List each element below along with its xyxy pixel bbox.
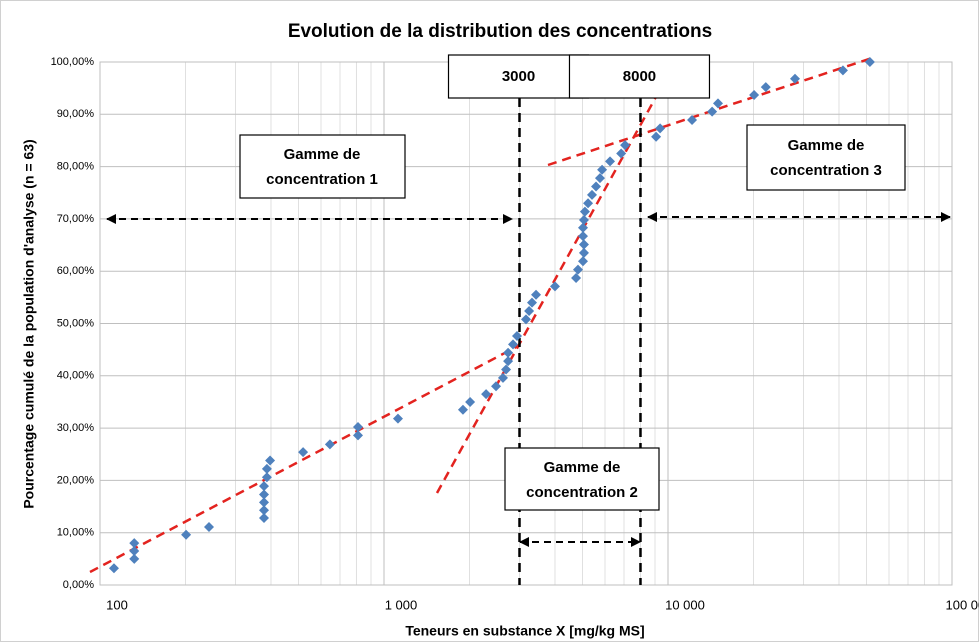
x-tick-label: 10 000: [665, 597, 705, 612]
point: [760, 82, 771, 93]
y-tick-label: 40,00%: [57, 370, 95, 382]
trend-line: [89, 344, 519, 574]
y-tick-label: 0,00%: [63, 579, 94, 591]
y-tick-label: 60,00%: [57, 265, 95, 277]
point: [508, 339, 519, 350]
point: [108, 563, 119, 574]
threshold-label: 8000: [623, 68, 656, 85]
point: [655, 123, 666, 134]
point: [594, 173, 605, 184]
point: [687, 115, 698, 126]
point: [578, 214, 589, 225]
point: [577, 231, 588, 242]
x-axis-label: Teneurs en substance X [mg/kg MS]: [405, 623, 644, 639]
point: [353, 430, 364, 441]
point: [572, 264, 583, 275]
y-tick-label: 90,00%: [57, 108, 95, 120]
point: [181, 529, 192, 540]
point: [527, 297, 538, 308]
point: [591, 181, 602, 192]
point: [497, 372, 508, 383]
annotation-box: [746, 124, 906, 191]
point: [298, 447, 309, 458]
point: [129, 538, 140, 549]
point: [259, 513, 270, 524]
x-tick-label: 100 000: [946, 597, 979, 612]
x-tick-label: 1 000: [385, 597, 418, 612]
point: [261, 463, 272, 474]
point: [578, 239, 589, 250]
point: [259, 489, 270, 500]
threshold-label: 3000: [502, 68, 535, 85]
point: [707, 106, 718, 117]
y-tick-label: 30,00%: [57, 422, 95, 434]
point: [571, 272, 582, 283]
annotation: Gamme de: [284, 146, 361, 163]
y-tick-label: 20,00%: [57, 474, 95, 486]
point: [837, 65, 848, 76]
point: [259, 505, 270, 516]
point: [392, 413, 403, 424]
threshold-box: [447, 54, 590, 99]
point: [481, 389, 492, 400]
point: [620, 140, 631, 151]
point: [579, 206, 590, 217]
point: [457, 404, 468, 415]
point: [129, 546, 140, 557]
point: [651, 131, 662, 142]
point: [265, 455, 276, 466]
point: [583, 198, 594, 209]
y-tick-label: 70,00%: [57, 213, 95, 225]
point: [586, 189, 597, 200]
point: [577, 222, 588, 233]
point: [261, 472, 272, 483]
point: [204, 521, 215, 532]
point: [324, 439, 335, 450]
y-tick-label: 10,00%: [57, 527, 95, 539]
annotation: concentration 3: [770, 162, 882, 179]
point: [713, 98, 724, 109]
x-tick-label: 100: [106, 597, 128, 612]
point: [491, 381, 502, 392]
point: [259, 497, 270, 508]
point: [549, 281, 560, 292]
annotation-box: [504, 447, 660, 511]
annotation: concentration 2: [526, 484, 638, 501]
chart-title: Evolution de la distribution des concent…: [288, 21, 712, 42]
trend-line: [435, 85, 664, 494]
point: [524, 305, 535, 316]
annotation: concentration 1: [266, 171, 378, 188]
point: [597, 164, 608, 175]
point: [577, 256, 588, 267]
point: [259, 481, 270, 492]
point: [465, 396, 476, 407]
point: [520, 314, 531, 325]
point: [531, 289, 542, 300]
point: [605, 156, 616, 167]
point: [501, 364, 512, 375]
annotation: Gamme de: [788, 137, 865, 154]
point: [503, 347, 514, 358]
point: [512, 331, 523, 342]
y-tick-label: 50,00%: [57, 317, 95, 329]
point: [129, 553, 140, 564]
y-tick-label: 80,00%: [57, 161, 95, 173]
annotation: Gamme de: [544, 459, 621, 476]
point: [503, 356, 514, 367]
point: [789, 73, 800, 84]
point: [864, 57, 875, 67]
point: [353, 422, 364, 433]
point: [616, 148, 627, 159]
annotation-box: [239, 134, 406, 199]
y-axis-label: Pourcentage cumulé de la population d'an…: [21, 139, 37, 508]
threshold-box: [568, 54, 711, 99]
y-tick-label: 100,00%: [51, 56, 95, 68]
point: [749, 89, 760, 100]
point: [578, 247, 589, 258]
